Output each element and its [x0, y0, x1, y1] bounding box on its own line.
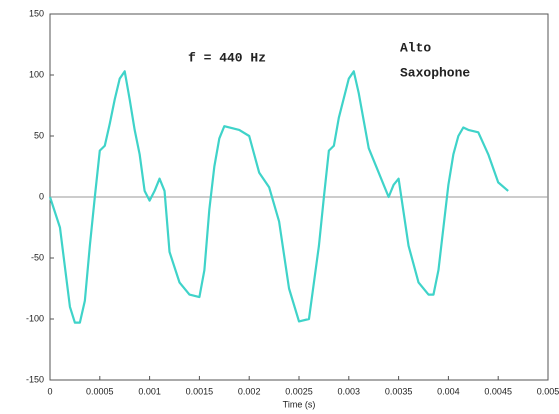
x-tick-label: 0: [47, 386, 52, 396]
x-tick-label: 0.005: [537, 386, 559, 396]
y-tick-label: 50: [34, 130, 44, 140]
x-tick-label: 0.0015: [186, 386, 214, 396]
y-tick-label: 150: [29, 8, 44, 18]
annotation: Alto: [400, 40, 431, 55]
annotation: Saxophone: [400, 65, 470, 80]
annotation: f = 440 Hz: [188, 50, 266, 65]
y-tick-label: 0: [39, 191, 44, 201]
y-tick-label: -50: [31, 252, 44, 262]
x-tick-label: 0.0025: [285, 386, 313, 396]
waveform-line: [48, 70, 509, 324]
x-tick-label: 0.0045: [484, 386, 512, 396]
x-tick-label: 0.004: [437, 386, 460, 396]
x-tick-label: 0.0035: [385, 386, 413, 396]
x-tick-label: 0.0005: [86, 386, 114, 396]
y-tick-label: 100: [29, 69, 44, 79]
x-axis-label: Time (s): [283, 399, 316, 409]
y-tick-label: -100: [26, 313, 44, 323]
y-tick-label: -150: [26, 374, 44, 384]
x-tick-label: 0.003: [338, 386, 361, 396]
x-tick-label: 0.002: [238, 386, 261, 396]
x-tick-label: 0.001: [138, 386, 161, 396]
